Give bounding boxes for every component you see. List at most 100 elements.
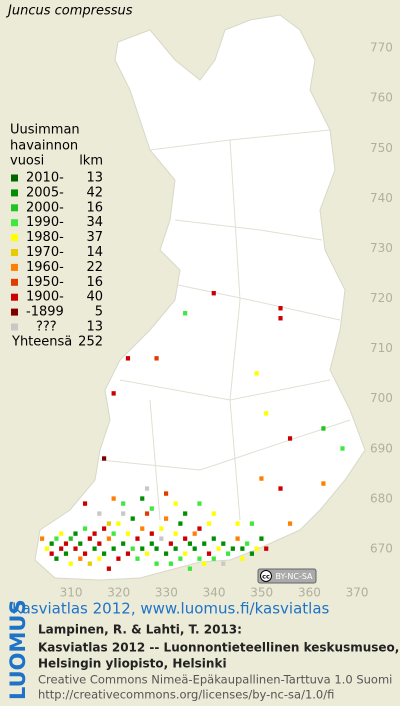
occurrence-square bbox=[73, 546, 78, 551]
occurrence-square bbox=[225, 551, 231, 556]
y-tick-label: 720 bbox=[370, 291, 393, 305]
citation: Helsingin yliopisto, Helsinki bbox=[38, 657, 227, 671]
occurrence-square bbox=[135, 536, 140, 541]
occurrence-square bbox=[92, 531, 97, 536]
legend-swatch bbox=[11, 234, 18, 242]
occurrence-square bbox=[144, 551, 150, 556]
occurrence-square bbox=[321, 481, 326, 486]
occurrence-square bbox=[164, 516, 169, 521]
legend-count: 34 bbox=[86, 215, 103, 230]
x-tick-label: 310 bbox=[60, 586, 83, 600]
occurrence-square bbox=[102, 526, 107, 531]
occurrence-square bbox=[63, 541, 69, 546]
x-tick-label: 350 bbox=[250, 586, 273, 600]
occurrence-square bbox=[154, 546, 159, 551]
occurrence-square bbox=[130, 546, 135, 551]
occurrence-square bbox=[54, 556, 59, 561]
occurrence-square bbox=[130, 516, 135, 521]
license-badge bbox=[257, 568, 317, 584]
occurrence-square bbox=[82, 526, 88, 531]
occurrence-square bbox=[87, 561, 92, 566]
legend-swatch bbox=[11, 293, 18, 301]
occurrence-square bbox=[78, 556, 83, 561]
occurrence-square bbox=[111, 391, 116, 396]
y-tick-label: 760 bbox=[370, 91, 393, 105]
occurrence-square bbox=[97, 541, 102, 546]
occurrence-square bbox=[97, 511, 102, 516]
legend-count: 16 bbox=[86, 200, 103, 215]
legend-swatch bbox=[11, 219, 18, 227]
cc-icon: cc bbox=[262, 573, 270, 581]
occurrence-square bbox=[211, 511, 216, 516]
occurrence-square bbox=[240, 556, 245, 561]
occurrence-square bbox=[259, 476, 264, 481]
legend-count: 5 bbox=[95, 305, 103, 320]
occurrence-square bbox=[192, 546, 197, 551]
license-url[interactable]: http://creativecommons.org/licenses/by-n… bbox=[38, 688, 334, 702]
occurrence-square bbox=[125, 356, 131, 361]
total-count: 252 bbox=[78, 334, 103, 349]
legend-label: 1950- bbox=[26, 275, 64, 290]
occurrence-square bbox=[59, 531, 64, 536]
occurrence-square bbox=[287, 436, 293, 441]
occurrence-square bbox=[202, 541, 207, 546]
x-tick-label: 340 bbox=[203, 586, 226, 600]
occurrence-square bbox=[259, 536, 264, 541]
occurrence-square bbox=[173, 501, 178, 506]
occurrence-square bbox=[202, 561, 207, 566]
occurrence-square bbox=[240, 546, 245, 551]
legend-label: 2010- bbox=[26, 171, 64, 186]
occurrence-square bbox=[106, 521, 111, 526]
y-tick-label: 700 bbox=[370, 391, 393, 405]
occurrence-square bbox=[87, 536, 92, 541]
occurrence-square bbox=[206, 551, 212, 556]
occurrence-square bbox=[235, 521, 240, 526]
occurrence-square bbox=[59, 546, 64, 551]
occurrence-square bbox=[249, 521, 254, 526]
occurrence-square bbox=[340, 446, 345, 451]
cc-circle bbox=[260, 570, 272, 582]
legend-count: 37 bbox=[86, 230, 103, 245]
occurrence-square bbox=[125, 551, 131, 556]
license-text: Creative Commons Nimeä-Epäkaupallinen-Ta… bbox=[38, 673, 392, 687]
y-tick-label: 710 bbox=[370, 341, 393, 355]
occurrence-square bbox=[73, 531, 78, 536]
occurrence-square bbox=[121, 541, 126, 546]
occurrence-square bbox=[159, 536, 164, 541]
occurrence-square bbox=[49, 541, 54, 546]
occurrence-square bbox=[102, 551, 107, 556]
occurrence-square bbox=[111, 496, 116, 501]
occurrence-square bbox=[97, 556, 102, 561]
occurrence-square bbox=[159, 526, 164, 531]
legend-label: 1970- bbox=[26, 245, 64, 260]
occurrence-square bbox=[106, 536, 111, 541]
y-tick-label: 770 bbox=[370, 41, 393, 55]
occurrence-square bbox=[173, 546, 178, 551]
occurrence-square bbox=[44, 546, 49, 551]
occurrence-square bbox=[264, 411, 269, 416]
legend-count: 40 bbox=[86, 290, 103, 305]
legend-count: 22 bbox=[86, 260, 103, 275]
occurrence-square bbox=[221, 561, 226, 566]
occurrence-square bbox=[254, 371, 259, 376]
total-label: Yhteensä bbox=[11, 334, 72, 349]
legend-count: 13 bbox=[86, 171, 103, 186]
y-tick-label: 680 bbox=[370, 491, 393, 505]
occurrence-square bbox=[135, 556, 140, 561]
occurrence-square bbox=[178, 556, 183, 561]
occurrence-square bbox=[192, 531, 197, 536]
occurrence-square bbox=[168, 541, 173, 546]
occurrence-square bbox=[287, 521, 293, 526]
occurrence-square bbox=[40, 536, 45, 541]
legend-label: 1960- bbox=[26, 260, 64, 275]
legend-swatch bbox=[11, 278, 18, 286]
occurrence-square bbox=[140, 496, 145, 501]
occurrence-square bbox=[183, 311, 188, 316]
occurrence-square bbox=[82, 501, 88, 506]
occurrence-square bbox=[173, 531, 178, 536]
footer-link[interactable]: Kasviatlas 2012, www.luomus.fi/kasviatla… bbox=[12, 600, 330, 618]
legend-swatch bbox=[11, 323, 18, 331]
occurrence-square bbox=[254, 546, 259, 551]
occurrence-square bbox=[116, 556, 121, 561]
